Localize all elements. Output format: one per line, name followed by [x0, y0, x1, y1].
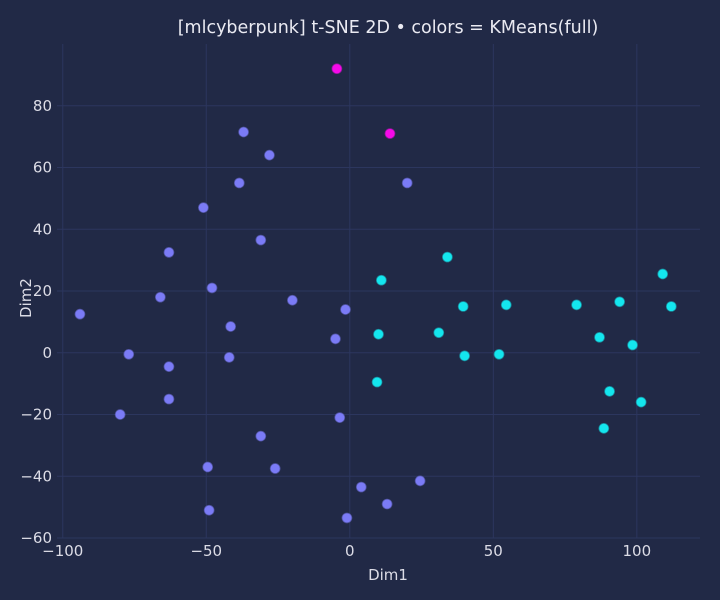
scatter-point-cluster-0 [334, 412, 346, 423]
y-tick-label: −60 [20, 529, 52, 547]
scatter-point-cluster-0 [287, 294, 298, 306]
y-tick-label: −40 [20, 467, 52, 485]
y-tick-label: 40 [33, 220, 52, 238]
scatter-point-cluster-1 [604, 385, 615, 397]
scatter-point-cluster-2 [331, 63, 343, 75]
scatter-point-cluster-0 [238, 126, 249, 138]
y-tick-label: 20 [33, 282, 52, 300]
scatter-point-cluster-0 [123, 348, 135, 360]
scatter-point-cluster-0 [255, 430, 267, 442]
scatter-point-cluster-0 [163, 393, 175, 405]
scatter-point-cluster-1 [571, 299, 582, 311]
y-tick-label: 0 [42, 344, 52, 362]
scatter-point-cluster-2 [384, 128, 396, 139]
scatter-point-cluster-0 [340, 304, 351, 315]
scatter-point-cluster-1 [442, 251, 453, 263]
scatter-point-cluster-1 [500, 299, 512, 311]
scatter-point-cluster-0 [163, 361, 175, 372]
scatter-point-cluster-1 [459, 350, 470, 362]
y-tick-label: 60 [33, 159, 52, 177]
scatter-point-cluster-0 [223, 352, 235, 363]
scatter-point-cluster-0 [198, 202, 209, 213]
scatter-point-cluster-1 [376, 274, 387, 286]
scatter-point-cluster-1 [614, 296, 625, 308]
x-tick-label: 50 [484, 542, 503, 560]
x-tick-label: −50 [190, 542, 222, 560]
scatter-point-cluster-1 [598, 423, 610, 434]
scatter-point-cluster-0 [114, 409, 126, 420]
y-axis-ticks: −60 −40 −20 0 20 40 60 80 [20, 97, 52, 547]
x-axis-label: Dim1 [368, 566, 408, 584]
y-tick-label: 80 [33, 97, 52, 115]
scatter-point-cluster-1 [493, 348, 505, 360]
scatter-point-cluster-0 [341, 512, 353, 524]
scatter-point-cluster-1 [373, 328, 384, 340]
scatter-point-cluster-0 [264, 149, 275, 161]
x-tick-label: 0 [345, 542, 355, 560]
scatter-point-cluster-0 [74, 308, 86, 320]
data-points [74, 63, 677, 524]
scatter-point-cluster-1 [627, 339, 638, 351]
chart-title: [mlcyberpunk] t-SNE 2D • colors = KMeans… [178, 18, 599, 38]
scatter-point-cluster-1 [635, 396, 647, 408]
scatter-point-cluster-0 [414, 475, 426, 487]
scatter-point-cluster-0 [225, 321, 237, 332]
scatter-point-cluster-0 [206, 282, 218, 294]
x-tick-label: 100 [623, 542, 652, 560]
scatter-point-cluster-0 [154, 291, 166, 303]
scatter-point-cluster-0 [202, 461, 214, 473]
y-axis-label: Dim2 [17, 278, 35, 318]
scatter-point-cluster-0 [355, 481, 367, 493]
scatter-point-cluster-1 [665, 301, 677, 312]
scatter-point-cluster-1 [371, 376, 383, 388]
scatter-point-cluster-0 [269, 463, 281, 474]
scatter-point-cluster-0 [330, 333, 341, 345]
scatter-point-cluster-0 [255, 234, 267, 246]
scatter-point-cluster-1 [657, 268, 669, 280]
x-axis-ticks: −100 −50 0 50 100 [42, 542, 651, 560]
x-tick-label: −100 [42, 542, 83, 560]
scatter-point-cluster-0 [203, 504, 215, 516]
scatter-point-cluster-1 [594, 331, 605, 343]
scatter-point-cluster-0 [381, 498, 393, 510]
scatter-point-cluster-0 [163, 247, 175, 258]
scatter-point-cluster-1 [457, 301, 469, 312]
scatter-point-cluster-1 [433, 327, 445, 339]
y-tick-label: −20 [20, 406, 52, 424]
scatter-point-cluster-0 [401, 177, 413, 189]
grid-lines [57, 44, 700, 539]
scatter-point-cluster-0 [233, 177, 245, 189]
